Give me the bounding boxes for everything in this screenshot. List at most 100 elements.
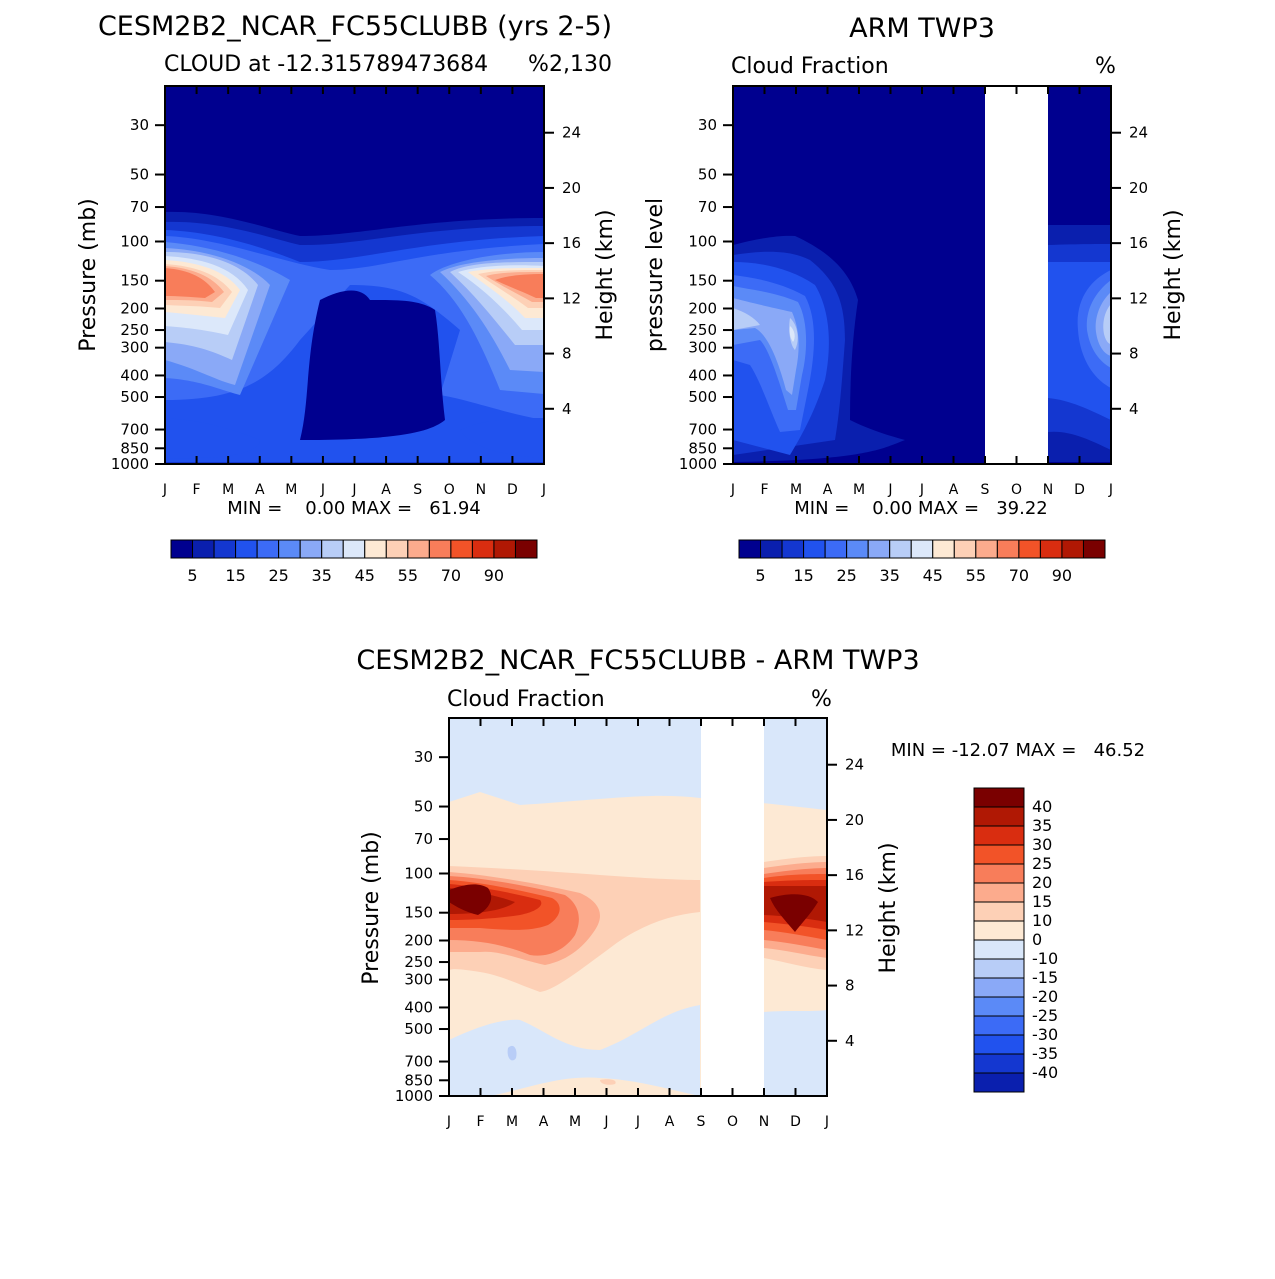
month-label: D xyxy=(1074,482,1085,498)
pressure-label: 1000 xyxy=(111,455,149,473)
colorbar-label: 55 xyxy=(398,566,418,585)
height-label: 12 xyxy=(562,289,581,307)
panel-c-ylabel: Pressure (mb) xyxy=(359,831,384,985)
panel-a-ylabel: Pressure (mb) xyxy=(76,198,101,352)
colorbar-swatch xyxy=(321,539,344,559)
panel-c-units: % xyxy=(811,687,832,712)
height-label: 20 xyxy=(1129,179,1148,197)
pressure-label: 700 xyxy=(688,421,717,439)
colorbar-swatch xyxy=(385,539,409,559)
colorbar-label: 35 xyxy=(1032,816,1052,835)
pressure-label: 50 xyxy=(698,166,717,184)
month-label: M xyxy=(853,482,865,498)
pressure-label: 30 xyxy=(130,116,149,134)
height-label: 12 xyxy=(845,921,864,939)
pressure-label: 50 xyxy=(130,166,149,184)
colorbar-swatch xyxy=(973,939,1025,960)
diff-10-spot xyxy=(600,1079,616,1085)
colorbar-swatch xyxy=(170,539,194,559)
month-label: J xyxy=(919,482,924,498)
colorbar-swatch xyxy=(407,539,430,559)
panel-a-ylabel-right: Height (km) xyxy=(593,209,618,340)
contour-55 xyxy=(165,266,544,302)
contour-30 xyxy=(165,248,544,385)
colorbar-label: -25 xyxy=(1032,1006,1058,1025)
colorbar-swatch xyxy=(973,1034,1025,1055)
colorbar-swatch xyxy=(760,539,783,559)
colorbar-swatch xyxy=(493,539,516,559)
month-label: F xyxy=(193,482,201,498)
pressure-label: 850 xyxy=(120,439,149,457)
pressure-label: 400 xyxy=(404,998,433,1016)
month-label: J xyxy=(887,482,892,498)
pressure-label: 400 xyxy=(688,366,717,384)
colorbar-label: -30 xyxy=(1032,1025,1058,1044)
colorbar-label: 90 xyxy=(1052,566,1072,585)
missing-data-sep-oct xyxy=(701,718,764,1096)
colorbar-swatch xyxy=(973,806,1025,827)
colorbar-label: 70 xyxy=(441,566,461,585)
height-label: 8 xyxy=(562,345,572,363)
contour-deep-mid xyxy=(300,290,445,440)
colorbar-swatch xyxy=(428,539,452,559)
panel-b-units: % xyxy=(1095,54,1116,79)
colorbar-swatch xyxy=(213,539,237,559)
colorbar-swatch xyxy=(781,539,805,559)
month-label: F xyxy=(760,482,768,498)
month-label: O xyxy=(1011,482,1022,498)
colorbar-swatch xyxy=(973,863,1025,884)
colorbar-swatch xyxy=(973,882,1025,903)
pressure-label: 70 xyxy=(698,198,717,216)
colorbar-label: 15 xyxy=(225,566,245,585)
month-label: J xyxy=(1108,482,1113,498)
month-label: M xyxy=(222,482,234,498)
colorbar-swatch xyxy=(1082,539,1106,559)
panel-b-subtitle: Cloud Fraction xyxy=(731,54,889,79)
colorbar-swatch xyxy=(932,539,955,559)
height-label: 4 xyxy=(845,1032,855,1050)
pressure-label: 250 xyxy=(404,953,433,971)
colorbar-label: 90 xyxy=(484,566,504,585)
colorbar-label: 55 xyxy=(966,566,986,585)
colorbar-swatch xyxy=(973,844,1025,865)
pressure-label: 500 xyxy=(120,388,149,406)
pressure-label: 300 xyxy=(404,971,433,989)
colorbar-swatch xyxy=(973,1072,1025,1093)
pressure-label: 250 xyxy=(120,321,149,339)
colorbar-swatch xyxy=(299,539,323,559)
contour-near-surface xyxy=(165,418,544,459)
pressure-label: 500 xyxy=(404,1020,433,1038)
colorbar-swatch xyxy=(278,539,301,559)
height-label: 16 xyxy=(1129,234,1148,252)
panel-a-subtitle: CLOUD at -12.315789473684 xyxy=(164,52,488,77)
height-label: 24 xyxy=(845,756,864,774)
month-label: J xyxy=(446,1114,451,1130)
panel-c-ylabel-right: Height (km) xyxy=(876,842,901,973)
month-label: D xyxy=(790,1114,801,1130)
colorbar-label: 25 xyxy=(268,566,288,585)
colorbar-swatch xyxy=(973,996,1025,1017)
panel-a-stats: MIN = 0.00 MAX = 61.94 xyxy=(227,498,480,519)
panel-b-contour-field xyxy=(733,86,1111,464)
colorbar-swatch xyxy=(973,1053,1025,1074)
colorbar-swatch xyxy=(973,787,1025,808)
pressure-label: 70 xyxy=(130,198,149,216)
pressure-label: 150 xyxy=(404,904,433,922)
colorbar-label: -40 xyxy=(1032,1063,1058,1082)
colorbar-swatch xyxy=(996,539,1020,559)
height-label: 8 xyxy=(845,977,855,995)
colorbar-label: 10 xyxy=(1032,911,1052,930)
colorbar-label: 25 xyxy=(1032,854,1052,873)
month-label: D xyxy=(507,482,518,498)
month-label: M xyxy=(790,482,802,498)
colorbar-label: -35 xyxy=(1032,1044,1058,1063)
contour-45 xyxy=(165,260,544,318)
colorbar-label: 5 xyxy=(755,566,765,585)
month-label: J xyxy=(603,1114,608,1130)
pressure-label: 200 xyxy=(688,299,717,317)
height-label: 16 xyxy=(845,866,864,884)
height-label: 16 xyxy=(562,234,581,252)
